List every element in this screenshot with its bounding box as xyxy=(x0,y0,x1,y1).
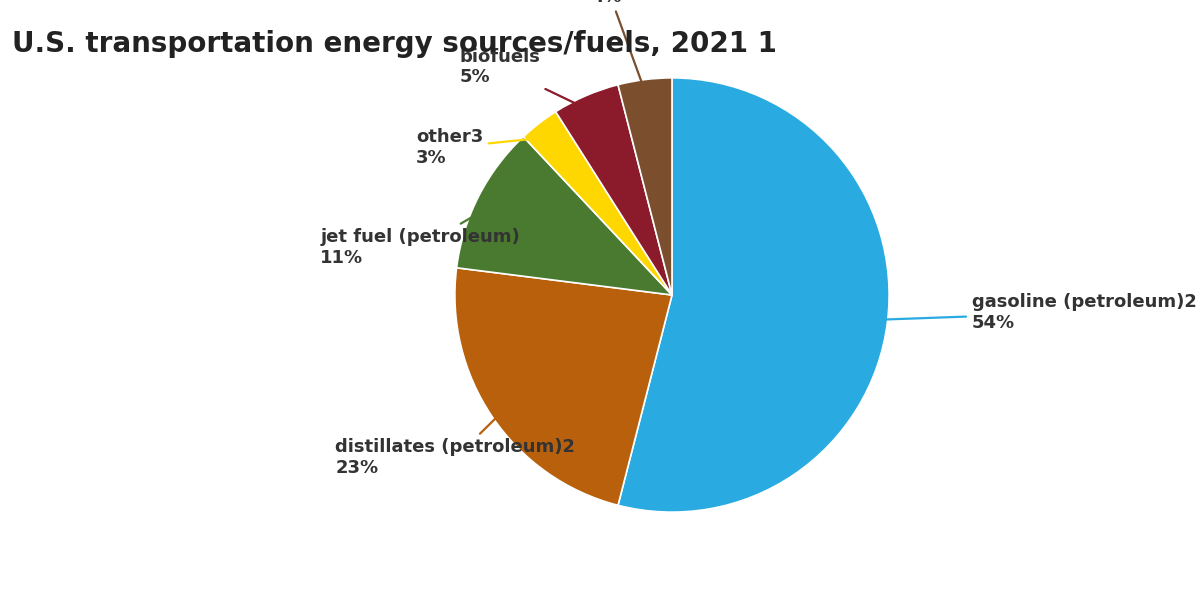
Text: U.S. transportation energy sources/fuels, 2021 1: U.S. transportation energy sources/fuels… xyxy=(12,30,776,57)
Text: distillates (petroleum)2
23%: distillates (petroleum)2 23% xyxy=(336,409,576,477)
Text: gasoline (petroleum)2
54%: gasoline (petroleum)2 54% xyxy=(872,293,1196,332)
Text: jet fuel (petroleum)
11%: jet fuel (petroleum) 11% xyxy=(320,206,520,267)
Wedge shape xyxy=(618,78,889,512)
Wedge shape xyxy=(618,78,672,295)
Wedge shape xyxy=(556,85,672,295)
Text: other3
3%: other3 3% xyxy=(415,128,547,167)
Wedge shape xyxy=(523,112,672,295)
Wedge shape xyxy=(456,137,672,295)
Text: natural gas
4%: natural gas 4% xyxy=(550,0,665,94)
Wedge shape xyxy=(455,268,672,505)
Text: biofuels
5%: biofuels 5% xyxy=(460,48,590,110)
